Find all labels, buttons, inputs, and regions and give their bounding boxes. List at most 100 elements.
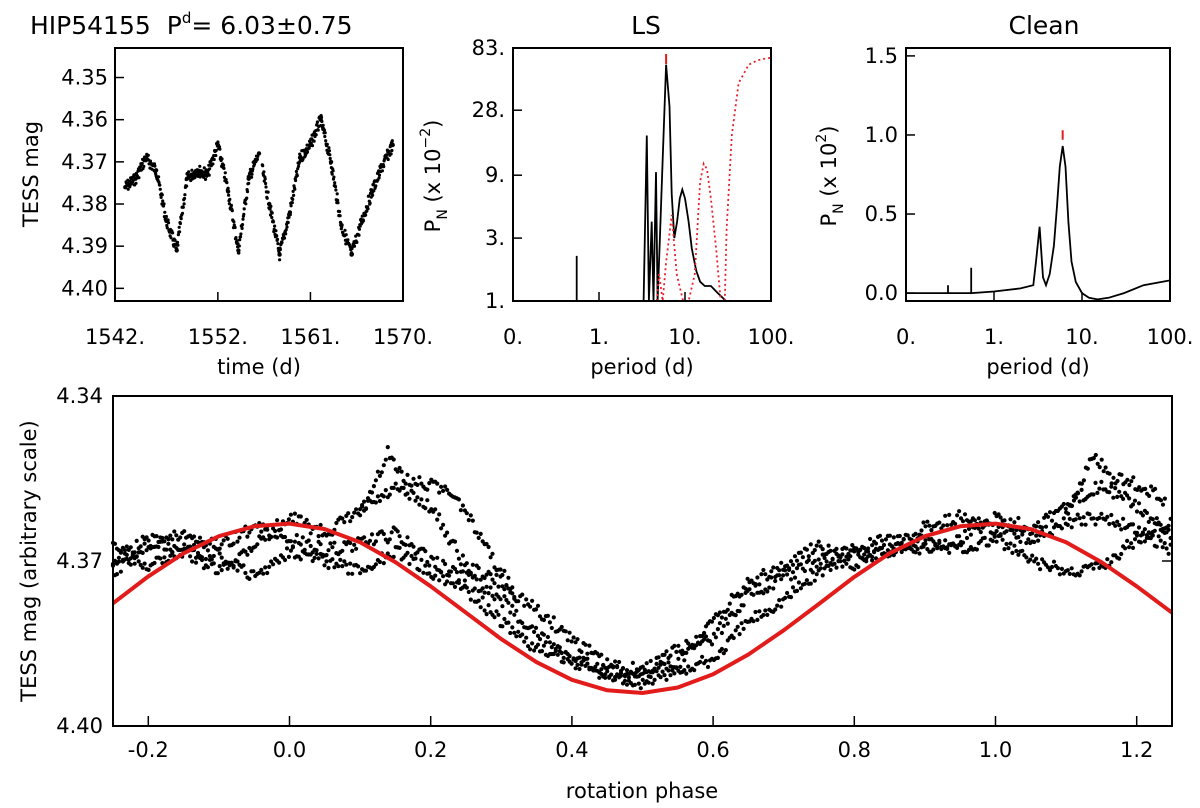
- phased-point: [512, 594, 517, 600]
- phased-point: [1127, 545, 1132, 550]
- phased-point: [652, 668, 657, 673]
- phased-point: [352, 542, 357, 547]
- lightcurve-axis-ticks: 1542. 1552. 1561. 1570. 4.35 4.36 4.37 4.38 4.39…: [61, 66, 433, 349]
- phased-point: [1024, 555, 1029, 560]
- phased-point: [480, 586, 485, 591]
- phased-point: [409, 483, 414, 488]
- phased-point: [1091, 516, 1096, 521]
- phased-point: [599, 667, 604, 672]
- phased-point: [719, 615, 725, 620]
- phased-point: [474, 530, 479, 535]
- phased-point: [373, 562, 378, 567]
- lightcurve-xlabel: time (d): [217, 355, 301, 379]
- phased-point: [733, 613, 738, 618]
- phased-point: [846, 557, 851, 562]
- phased-point: [452, 566, 458, 572]
- phased-point: [174, 533, 179, 538]
- phased-point: [405, 550, 410, 556]
- clean-xtick-label: 100.: [1147, 325, 1194, 349]
- lightcurve-point: [346, 238, 350, 242]
- phased-point: [132, 561, 137, 566]
- phased-point: [541, 617, 547, 623]
- phased-point: [715, 627, 721, 632]
- phased-point: [1061, 501, 1066, 507]
- lightcurve-point: [142, 164, 146, 168]
- lightcurve-node: [390, 142, 395, 148]
- phased-point: [1099, 479, 1104, 484]
- phased-point: [577, 655, 582, 660]
- lightcurve-point: [223, 171, 227, 175]
- phased-point: [656, 665, 661, 670]
- phased-point: [830, 557, 835, 562]
- phased-point: [235, 568, 240, 573]
- phased-point: [350, 515, 355, 520]
- clean-series-line: [906, 145, 1171, 301]
- lightcurve-ytick-label: 4.37: [61, 150, 108, 174]
- phased-point: [664, 666, 669, 671]
- phased-point: [162, 555, 167, 560]
- phased-point: [247, 576, 252, 582]
- lightcurve-point: [255, 157, 259, 161]
- phased-point: [820, 573, 825, 578]
- phased-point: [901, 537, 906, 542]
- phased-point: [798, 562, 804, 567]
- phased-point: [427, 481, 432, 486]
- phased-point: [140, 550, 145, 556]
- phased-point: [316, 534, 321, 539]
- phased-point: [514, 608, 519, 613]
- phased-point: [482, 590, 487, 595]
- phased-point: [468, 572, 473, 577]
- phased-point: [937, 538, 942, 543]
- phased-point: [464, 511, 469, 516]
- lightcurve-point: [284, 232, 288, 236]
- phased-point: [958, 543, 964, 548]
- phased-point: [755, 575, 760, 580]
- phased-point: [1137, 485, 1142, 490]
- phased-point: [1162, 496, 1167, 501]
- ls-frame: [512, 47, 772, 302]
- phased-point: [330, 545, 335, 550]
- lightcurve-point: [323, 131, 327, 135]
- phased-point: [1105, 557, 1110, 562]
- phased-point: [328, 541, 333, 546]
- phased-point: [162, 539, 167, 544]
- lightcurve-point: [262, 170, 266, 174]
- phased-point: [478, 605, 483, 610]
- phased-point: [559, 650, 564, 656]
- phased-point: [1047, 510, 1053, 515]
- phased-point: [1107, 521, 1112, 527]
- phased-point: [411, 476, 416, 481]
- phased-point: [1129, 541, 1134, 546]
- phased-point: [314, 551, 319, 557]
- ls-ytick-label: 83.: [472, 36, 505, 60]
- phased-point: [694, 634, 699, 639]
- phased-point: [624, 668, 630, 673]
- phased-point: [840, 564, 845, 569]
- lightcurve-xtick-label: 1570.: [373, 325, 433, 349]
- phased-point: [259, 567, 264, 573]
- phased-point: [532, 648, 537, 653]
- phased-point: [1073, 495, 1079, 500]
- phased-axis-ticks: -0.2 0.0 0.2 0.4 0.6 0.8 1.0 1.2 4.34 4.37 4.40: [56, 384, 1172, 762]
- phased-point: [1040, 557, 1045, 562]
- phased-point: [1036, 520, 1041, 525]
- phased-point: [195, 550, 201, 556]
- phased-point: [913, 550, 918, 555]
- phased-point: [937, 520, 942, 525]
- phased-point: [492, 597, 497, 602]
- phased-point: [1091, 492, 1096, 497]
- phased-point: [670, 668, 675, 673]
- phased-point: [947, 550, 952, 556]
- lightcurve-point: [273, 224, 277, 228]
- phased-point: [354, 546, 359, 551]
- phased-point: [466, 518, 471, 523]
- lightcurve-point: [171, 231, 175, 235]
- ls-xlabel: period (d): [590, 355, 693, 379]
- lightcurve-node: [123, 185, 128, 190]
- phased-point: [474, 577, 479, 582]
- lightcurve-point: [390, 139, 394, 143]
- phased-point: [535, 603, 541, 608]
- lightcurve-point: [278, 247, 282, 252]
- phased-point: [217, 551, 222, 556]
- phased-point: [516, 599, 521, 604]
